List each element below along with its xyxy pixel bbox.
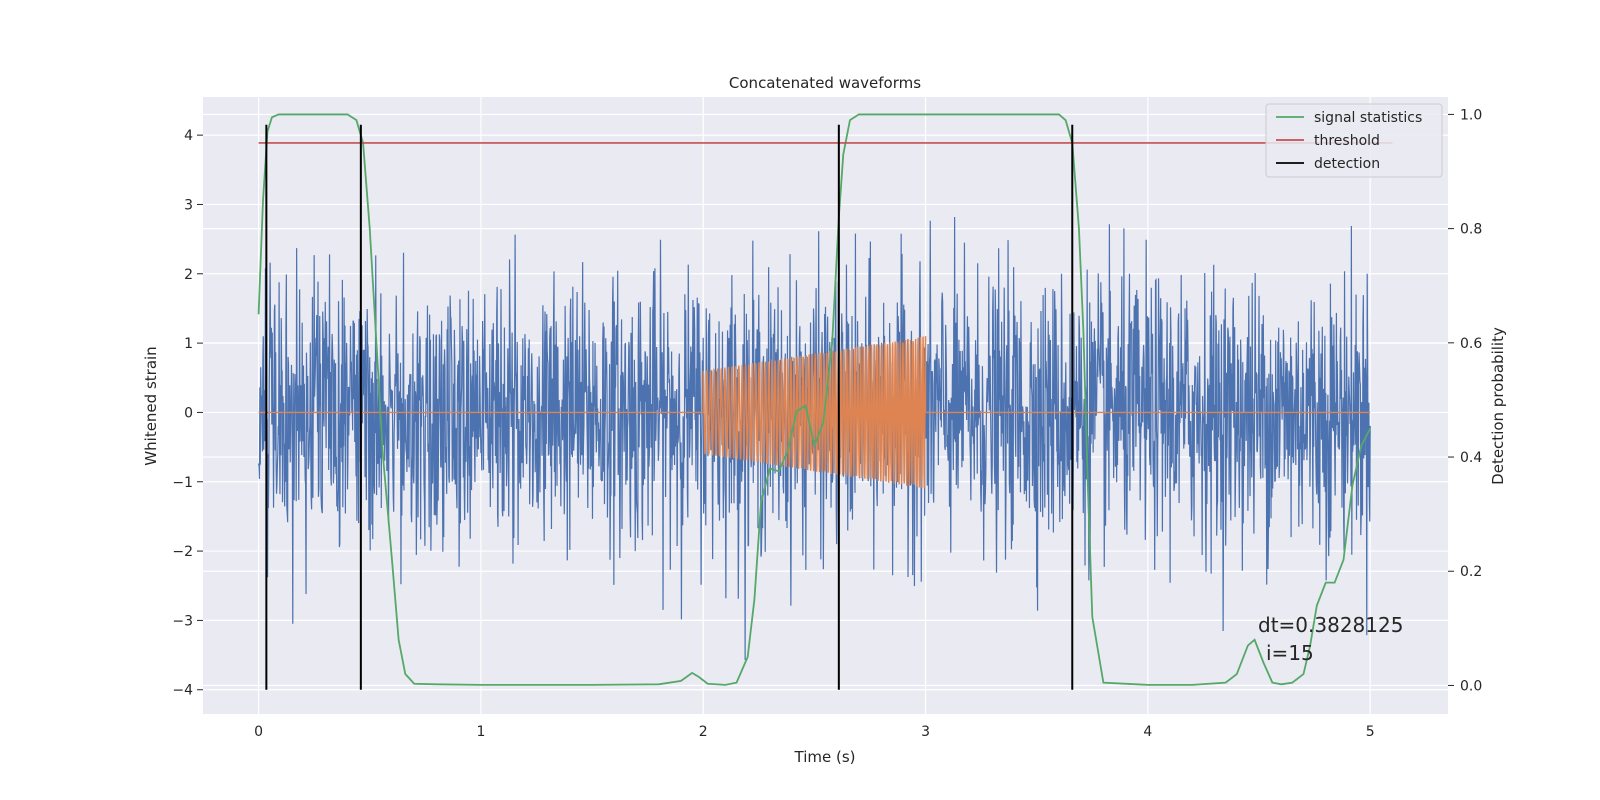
y2-tick-label: 0.8: [1460, 222, 1482, 238]
legend-label-threshold: threshold: [1314, 133, 1380, 149]
x-axis-label: Time (s): [794, 748, 856, 766]
y-tick-label: −2: [172, 544, 193, 560]
y2-tick-label: 0.0: [1460, 678, 1482, 694]
y-tick-label: 3: [184, 197, 193, 213]
y2-tick-label: 0.6: [1460, 336, 1482, 352]
x-tick-label: 0: [254, 724, 263, 740]
y2-tick-label: 1.0: [1460, 107, 1482, 123]
detection-lines: [265, 124, 1074, 690]
y-tick-label: 2: [184, 267, 193, 283]
y-tick-label: 0: [184, 405, 193, 421]
y-axis-ticks: −4 −3 −2 −1 0 1 2 3 4: [172, 128, 203, 699]
x-tick-label: 2: [699, 724, 708, 740]
y2-tick-label: 0.2: [1460, 564, 1482, 580]
legend-box: [1265, 103, 1443, 178]
y2-axis-ticks: 0.0 0.2 0.4 0.6 0.8 1.0: [1448, 107, 1482, 694]
y2-axis-label: Detection probability: [1489, 327, 1507, 485]
x-tick-label: 3: [921, 724, 930, 740]
x-axis-ticks: 0 1 2 3 4 5: [254, 724, 1375, 740]
injection-waveform-line: [258, 336, 1371, 489]
x-tick-label: 1: [476, 724, 485, 740]
y-tick-label: −3: [172, 613, 193, 629]
y2-tick-label: 0.4: [1460, 450, 1482, 466]
annotation-dt: dt=0.3828125: [1258, 613, 1403, 637]
chart-title: Concatenated waveforms: [729, 74, 921, 92]
plot-area: [257, 113, 1393, 690]
legend-label-signal-statistics: signal statistics: [1314, 110, 1422, 126]
signal-statistics-line: [257, 113, 1371, 686]
x-tick-label: 4: [1143, 724, 1152, 740]
y-tick-label: −1: [172, 475, 193, 491]
y-tick-label: 4: [184, 128, 193, 144]
legend-label-detection: detection: [1314, 156, 1380, 172]
x-tick-label: 5: [1366, 724, 1375, 740]
annotation-i: i=15: [1266, 641, 1314, 665]
y-tick-label: −4: [172, 683, 193, 699]
y-tick-label: 1: [184, 336, 193, 352]
legend: signal statistics threshold detection: [1265, 103, 1443, 178]
y-axis-label: Whitened strain: [142, 346, 160, 465]
